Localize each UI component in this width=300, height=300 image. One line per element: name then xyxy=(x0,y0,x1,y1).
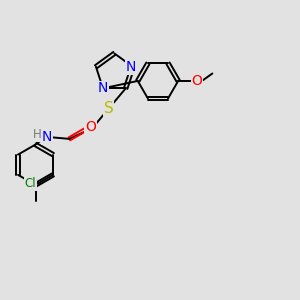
Text: Cl: Cl xyxy=(25,177,36,190)
Text: N: N xyxy=(98,81,108,95)
Text: O: O xyxy=(85,120,96,134)
Text: N: N xyxy=(126,60,136,74)
Text: N: N xyxy=(42,130,52,144)
Text: O: O xyxy=(191,74,202,88)
Text: S: S xyxy=(103,101,113,116)
Text: H: H xyxy=(33,128,42,141)
